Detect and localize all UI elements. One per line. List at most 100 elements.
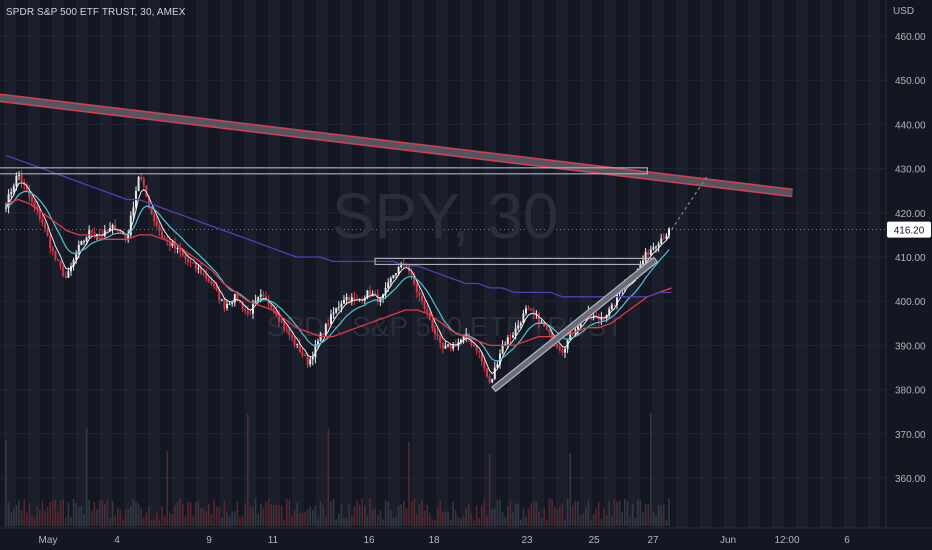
candle-body [252,304,254,314]
candle-body [93,232,96,235]
volume-bar [226,512,228,526]
candle-body [569,332,572,340]
price-tick-label: 360.00 [895,474,926,485]
volume-bar [577,500,579,526]
volume-bar [574,501,577,526]
volume-bar [608,501,610,526]
time-tick-label: 25 [588,535,600,546]
volume-bar [231,511,233,526]
price-tick-label: 380.00 [895,386,926,397]
candle-body [519,323,522,326]
candle-body [140,176,143,179]
volume-bar [561,504,564,526]
candle-body [410,271,413,275]
volume-bar [564,519,566,526]
volume-bar [283,519,285,526]
volume-bar [434,519,436,526]
volume-bar [499,499,501,526]
candle-body [613,304,616,306]
candle-body [83,241,85,243]
candle-body [483,361,486,369]
volume-bar [36,506,38,526]
volume-bar [49,501,51,526]
candle-body [213,283,215,286]
candle-body [649,249,652,255]
candle-body [239,300,241,302]
candle-body [7,194,10,208]
candle-body [20,174,23,182]
volume-bar [460,519,462,526]
candle-body [402,263,405,265]
volume-bar [257,513,259,526]
candle-body [57,259,59,261]
candle-body [309,359,312,365]
volume-bar [221,517,223,526]
candle-body [418,291,421,296]
candle-body [387,282,390,288]
candle-body [226,303,228,309]
candle-body [49,235,52,248]
volume-bar [101,500,103,526]
candle-body [148,196,150,208]
volume-bar [286,498,288,526]
session-band [772,0,784,528]
projection-line [671,174,709,230]
resistance-line-upper [0,93,793,191]
volume-bar [553,506,556,526]
volume-bar [592,514,595,526]
volume-bar [197,500,200,526]
candle-body [171,243,174,246]
candle-body [197,267,200,269]
candle-body [530,308,533,311]
time-axis[interactable]: May 4 9 11 16 18 23 25 27 Jun 12:00 6 [0,527,932,550]
candle-body [332,312,335,315]
volume-bar [176,501,179,526]
volume-bar [613,499,616,526]
volume-bar [496,499,499,526]
candle-body [293,337,296,345]
price-tick-label: 370.00 [895,430,926,441]
volume-bar [301,513,304,526]
volume-bar [582,513,584,526]
candle-body [475,345,478,351]
volume-bar [410,501,413,526]
last-price-badge [887,221,931,238]
candle-body [233,294,236,303]
candle-body [205,274,208,279]
time-axis-background [0,528,932,550]
volume-bar [621,512,623,526]
candle-body [106,230,109,232]
session-band [4,0,16,528]
volume-bar [566,498,569,526]
volume-bar [626,501,629,526]
symbol-header[interactable]: SPDR S&P 500 ETF TRUST, 30, AMEX [6,7,186,18]
candle-body [119,230,122,232]
candle-body [400,263,403,268]
candle-body [348,296,351,302]
volume-bar [174,505,176,526]
candle-body [447,344,449,346]
volume-bar [356,500,358,526]
session-band [700,0,712,528]
volume-bar [267,499,270,526]
volume-bar [517,503,519,526]
candle-body [639,264,642,269]
volume-bar [634,518,636,526]
price-axis[interactable]: USD 360.00 370.00 380.00 390.00 400.00 410.00… [885,0,932,528]
volume-bar [527,508,530,526]
volume-bar [52,500,54,526]
candle-body [272,308,275,311]
drawing-tools[interactable] [0,92,794,393]
candle-body [527,308,530,310]
support-trendline [492,258,657,391]
time-tick-label: 27 [647,535,659,546]
candle-body [262,294,265,297]
volume-bar [413,498,415,526]
candle-body [155,220,158,227]
candle-body [452,344,455,349]
candle-body [158,226,161,232]
volume-bar [644,504,647,526]
volume-bar [507,505,509,526]
volume-bar [179,498,181,526]
